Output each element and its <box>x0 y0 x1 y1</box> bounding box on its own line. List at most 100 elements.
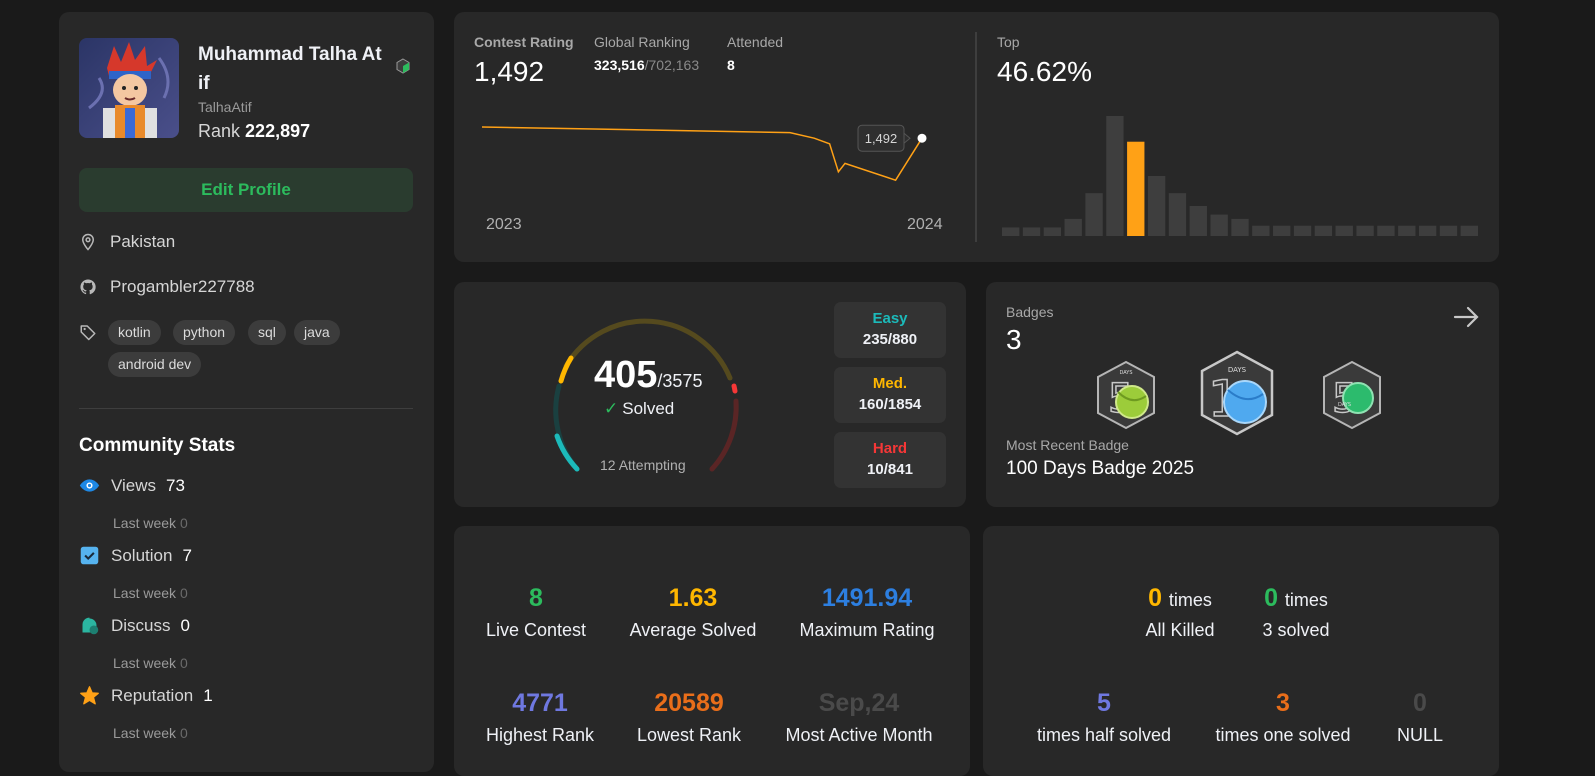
stat-value: 0 <box>1264 584 1278 612</box>
easy-box[interactable]: Easy 235/880 <box>834 302 946 358</box>
top-bar[interactable] <box>1210 214 1228 236</box>
times-word: times <box>1168 590 1212 610</box>
top-bar[interactable] <box>1106 116 1124 236</box>
top-bar[interactable] <box>1002 227 1020 236</box>
solved-total: /3575 <box>657 371 703 391</box>
top-bar-highlight[interactable] <box>1127 141 1145 236</box>
50-days-badge-green-icon[interactable]: 5 DAYS <box>1320 360 1384 430</box>
eye-icon <box>79 479 100 492</box>
discuss-label: Discuss <box>111 615 171 635</box>
top-bar[interactable] <box>1231 218 1249 236</box>
top-bar[interactable] <box>1439 225 1458 236</box>
star-icon <box>80 686 99 705</box>
skills-row <box>79 323 110 341</box>
skill-tag[interactable]: python <box>173 320 236 345</box>
badge-days-text: DAYS <box>1338 402 1351 408</box>
skill-tag[interactable]: sql <box>248 320 286 345</box>
badges-card: Badges 3 5 DAYS 1 DAYS 5 DAYS Most Recen… <box>986 282 1499 507</box>
arrow-right-icon[interactable] <box>1452 302 1482 332</box>
community-stats-title: Community Stats <box>79 435 236 456</box>
github-text[interactable]: Progambler227788 <box>110 277 255 296</box>
contest-stats-card: 8 Live Contest 1.63 Average Solved 1491.… <box>454 526 970 776</box>
rank-label: Rank <box>198 121 241 141</box>
skill-tag[interactable]: android dev <box>108 352 202 377</box>
top-bar[interactable] <box>1147 176 1166 236</box>
contest-rating-card: Contest Rating 1,492 Global Ranking 323,… <box>454 12 1499 262</box>
vertical-divider <box>975 32 977 242</box>
skill-tag[interactable]: java <box>294 320 340 345</box>
stat-value: 20589 <box>654 689 724 717</box>
edit-profile-button[interactable]: Edit Profile <box>79 168 413 212</box>
stat-value-row: 0 times <box>1148 584 1212 613</box>
stat-value: 5 <box>1097 689 1111 717</box>
top-bar[interactable] <box>1043 227 1062 236</box>
avatar[interactable] <box>79 38 179 138</box>
global-ranking-label: Global Ranking <box>594 34 690 50</box>
rating-tooltip: 1,492 <box>857 124 911 152</box>
top-bar[interactable] <box>1273 225 1291 236</box>
top-percentile-bar-chart[interactable] <box>1002 112 1478 236</box>
stat-label: Live Contest <box>485 620 587 640</box>
solved-progress-ring[interactable] <box>544 306 754 486</box>
reputation-last-week: Last week 0 <box>113 725 188 741</box>
top-bar[interactable] <box>1085 193 1103 236</box>
profile-card: Muhammad Talha At if TalhaAtif Rank 222,… <box>59 12 434 772</box>
github-row[interactable]: Progambler227788 <box>79 277 255 297</box>
discuss-stat: Discuss 0 <box>79 615 190 636</box>
stat-label: Average Solved <box>629 620 757 640</box>
top-bar[interactable] <box>1460 225 1478 236</box>
rating-point[interactable] <box>917 133 927 143</box>
top-bar[interactable] <box>1398 225 1416 236</box>
rating-tooltip-text: 1,492 <box>865 131 898 146</box>
top-bar[interactable] <box>1252 225 1270 236</box>
solution-last-week: Last week 0 <box>113 585 188 601</box>
top-bar[interactable] <box>1377 225 1395 236</box>
hard-track <box>709 398 739 472</box>
medium-track <box>563 318 733 381</box>
hard-box[interactable]: Hard 10/841 <box>834 432 946 488</box>
hard-label: Hard <box>872 440 908 457</box>
stat-label: NULL <box>1396 725 1444 745</box>
attended-value: 8 <box>727 57 735 73</box>
top-bar[interactable] <box>1418 225 1437 236</box>
top-bar[interactable] <box>1168 193 1187 236</box>
attempting-count: 12 Attempting <box>600 457 686 473</box>
top-percentage: 46.62% <box>997 56 1092 87</box>
stat-value: 1491.94 <box>821 584 913 612</box>
divider <box>79 408 413 409</box>
50-days-badge-icon[interactable]: 5 DAYS <box>1094 360 1158 430</box>
last-week-label: Last week <box>113 655 177 671</box>
cube-icon[interactable] <box>395 58 411 74</box>
check-square-icon <box>80 546 99 565</box>
username: TalhaAtif <box>198 99 252 115</box>
tag-icon <box>80 325 96 341</box>
rating-line-chart[interactable]: 1,492 <box>474 100 954 210</box>
skill-tag[interactable]: kotlin <box>108 320 161 345</box>
top-bar[interactable] <box>1293 225 1312 236</box>
last-week-value: 0 <box>180 515 188 531</box>
global-rank: 323,516 <box>594 57 645 73</box>
top-bar[interactable] <box>1356 225 1374 236</box>
views-value: 73 <box>166 475 185 495</box>
badges-count: 3 <box>1006 324 1022 355</box>
solution-label: Solution <box>111 545 173 565</box>
badge-days-text: DAYS <box>1119 370 1132 376</box>
stat-label: Highest Rank <box>485 725 595 745</box>
last-week-value: 0 <box>180 655 188 671</box>
views-last-week: Last week 0 <box>113 515 188 531</box>
top-bar[interactable] <box>1314 225 1333 236</box>
views-label: Views <box>111 475 157 495</box>
solved-problems-card: 405/3575 ✓ Solved 12 Attempting Easy 235/… <box>454 282 966 507</box>
stat-label: times half solved <box>1036 725 1172 745</box>
profile-name: Muhammad Talha At if <box>198 40 388 98</box>
last-week-label: Last week <box>113 585 177 601</box>
easy-label: Easy <box>872 310 908 327</box>
100-days-badge-icon[interactable]: 1 DAYS <box>1198 350 1276 436</box>
last-week-value: 0 <box>180 725 188 741</box>
medium-box[interactable]: Med. 160/1854 <box>834 367 946 423</box>
top-bar[interactable] <box>1064 218 1082 236</box>
top-bar[interactable] <box>1335 225 1353 236</box>
stat-value: 4771 <box>512 689 568 717</box>
top-bar[interactable] <box>1189 206 1207 236</box>
top-bar[interactable] <box>1022 227 1041 236</box>
